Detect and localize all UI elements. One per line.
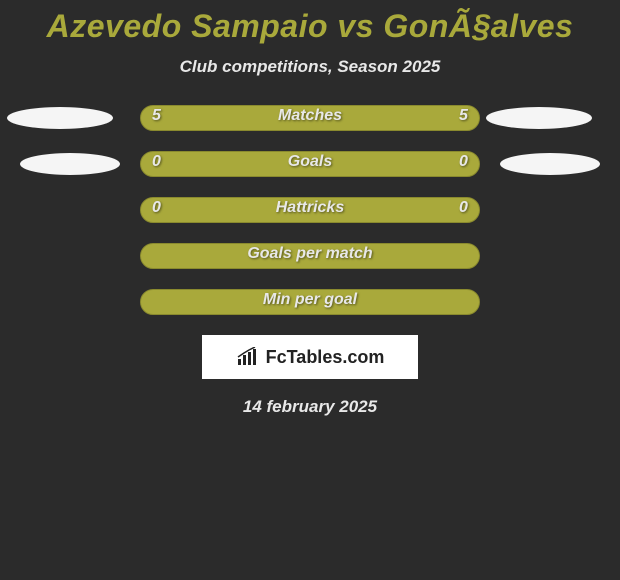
stat-row-gpm: Goals per match — [0, 243, 620, 269]
chart-icon — [236, 347, 260, 367]
stat-label: Hattricks — [0, 199, 620, 217]
stat-row-hattricks: 0 Hattricks 0 — [0, 197, 620, 223]
logo-box[interactable]: FcTables.com — [202, 335, 418, 379]
subtitle: Club competitions, Season 2025 — [0, 57, 620, 77]
stat-value-right: 0 — [459, 153, 468, 171]
stat-label: Goals per match — [0, 245, 620, 263]
page-title: Azevedo Sampaio vs GonÃ§alves — [0, 8, 620, 45]
stat-value-right: 5 — [459, 107, 468, 125]
stat-row-matches: 5 Matches 5 — [0, 105, 620, 131]
date-text: 14 february 2025 — [0, 397, 620, 417]
stat-value-right: 0 — [459, 199, 468, 217]
ellipse-right — [500, 153, 600, 175]
stat-row-mpg: Min per goal — [0, 289, 620, 315]
logo-text: FcTables.com — [266, 347, 385, 368]
ellipse-right — [486, 107, 592, 129]
stat-label: Min per goal — [0, 291, 620, 309]
stat-row-goals: 0 Goals 0 — [0, 151, 620, 177]
